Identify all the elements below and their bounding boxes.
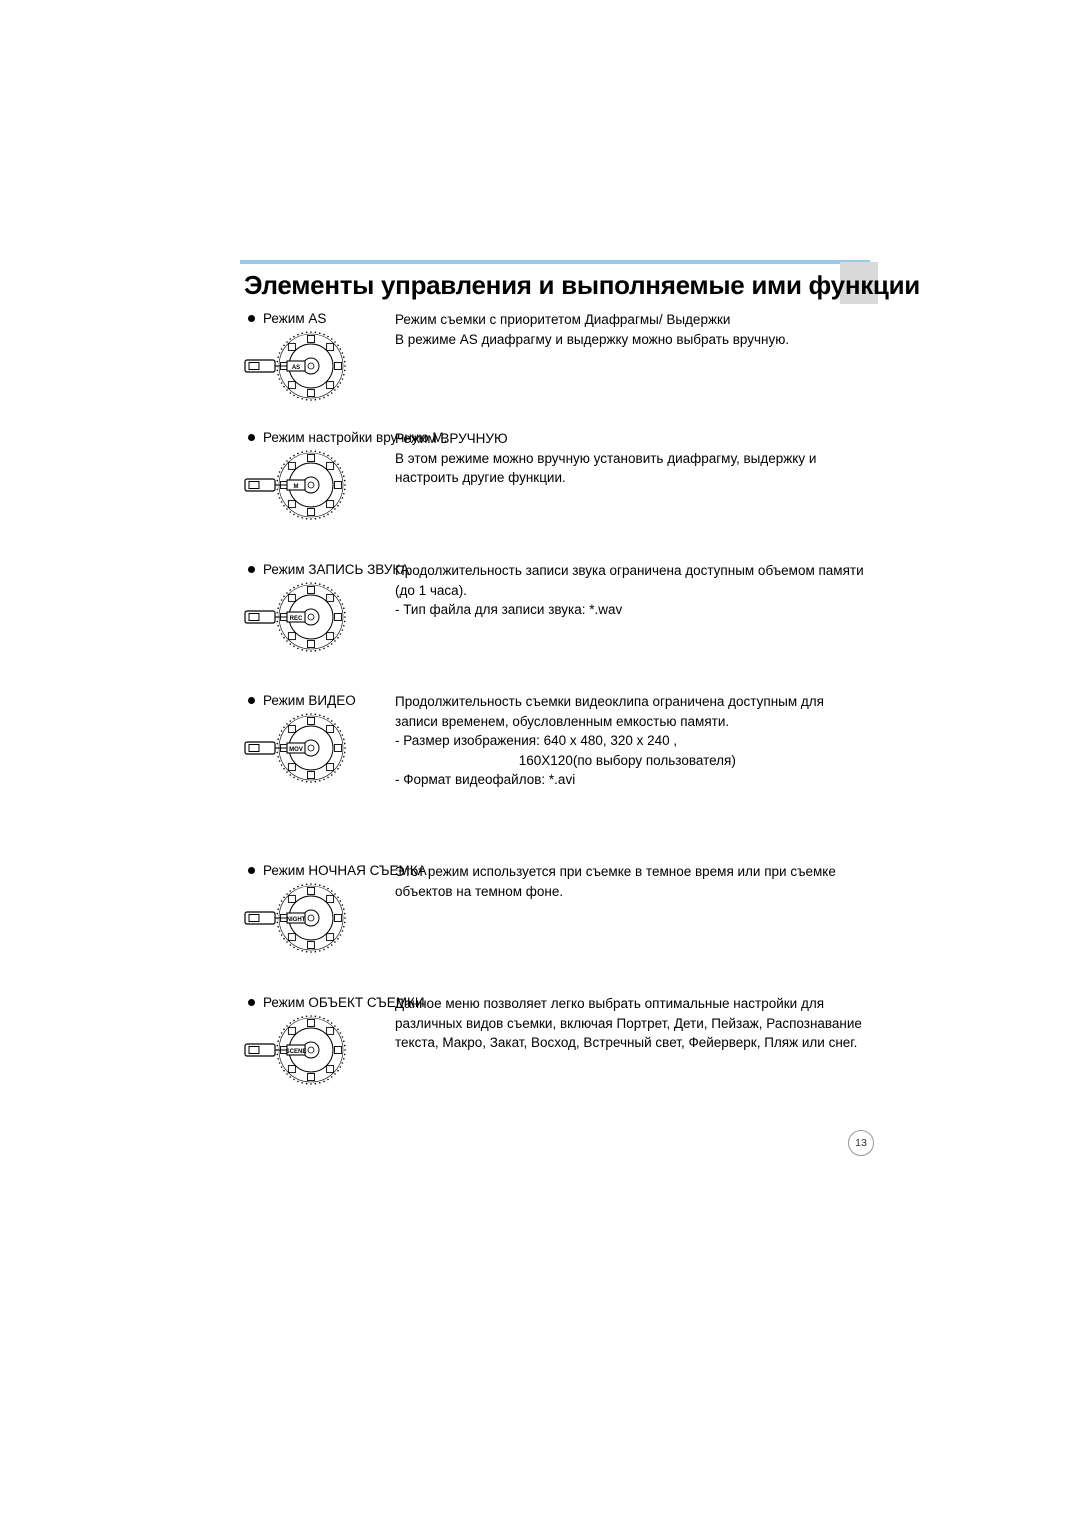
mode-description: Режим съемки с приоритетом Диафрагмы/ Вы… — [395, 310, 865, 349]
desc-line: Режим съемки с приоритетом Диафрагмы/ Вы… — [395, 310, 865, 330]
mode-dial: M — [243, 449, 353, 526]
desc-line: В режиме AS диафрагму и выдержку можно в… — [395, 330, 865, 350]
bullet-icon — [248, 566, 255, 573]
mode-label: Режим ВИДЕО — [263, 693, 356, 708]
title-accent-bar — [240, 260, 870, 264]
page-title: Элементы управления и выполняемые ими фу… — [244, 270, 920, 301]
mode-dial: REC — [243, 581, 353, 658]
mode-dial-icon: NIGHT — [243, 882, 353, 954]
desc-line: Режим ВРУЧНУЮ — [395, 429, 865, 449]
desc-line: В этом режиме можно вручную установить д… — [395, 449, 865, 488]
mode-description: Продолжительность съемки видеоклипа огра… — [395, 692, 865, 790]
mode-dial-icon: AS — [243, 330, 353, 402]
bullet-icon — [248, 315, 255, 322]
mode-dial: AS — [243, 330, 353, 407]
desc-line: Продолжительность записи звука ограничен… — [395, 561, 865, 600]
mode-dial: SCENE — [243, 1014, 353, 1091]
mode-label: Режим AS — [263, 311, 326, 326]
bullet-icon — [248, 999, 255, 1006]
mode-dial-icon: MOV — [243, 712, 353, 784]
mode-dial-icon: M — [243, 449, 353, 521]
bullet-icon — [248, 434, 255, 441]
mode-description: Данное меню позволяет легко выбрать опти… — [395, 994, 865, 1053]
desc-line: - Размер изображения: 640 x 480, 320 x 2… — [395, 731, 865, 751]
bullet-icon — [248, 697, 255, 704]
svg-text:REC: REC — [290, 616, 303, 622]
svg-text:SCENE: SCENE — [286, 1049, 307, 1055]
desc-line: - Тип файла для записи звука: *.wav — [395, 600, 865, 620]
desc-line: Продолжительность съемки видеоклипа огра… — [395, 692, 865, 731]
svg-text:MOV: MOV — [289, 747, 303, 753]
mode-description: Продолжительность записи звука ограничен… — [395, 561, 865, 620]
svg-text:M: M — [294, 484, 299, 490]
desc-line: 160X120(по выбору пользователя) — [395, 751, 865, 771]
mode-dial-icon: SCENE — [243, 1014, 353, 1086]
desc-line: Этот режим используется при съемке в тем… — [395, 862, 865, 901]
mode-description: Этот режим используется при съемке в тем… — [395, 862, 865, 901]
mode-dial: NIGHT — [243, 882, 353, 959]
mode-description: Режим ВРУЧНУЮВ этом режиме можно вручную… — [395, 429, 865, 488]
mode-dial: MOV — [243, 712, 353, 789]
mode-label: Режим ЗАПИСЬ ЗВУКА — [263, 562, 409, 577]
svg-text:AS: AS — [292, 365, 300, 371]
page-number: 13 — [848, 1130, 874, 1156]
desc-line: Данное меню позволяет легко выбрать опти… — [395, 994, 865, 1053]
bullet-icon — [248, 867, 255, 874]
desc-line: - Формат видеофайлов: *.avi — [395, 770, 865, 790]
mode-dial-icon: REC — [243, 581, 353, 653]
svg-text:NIGHT: NIGHT — [287, 917, 306, 923]
